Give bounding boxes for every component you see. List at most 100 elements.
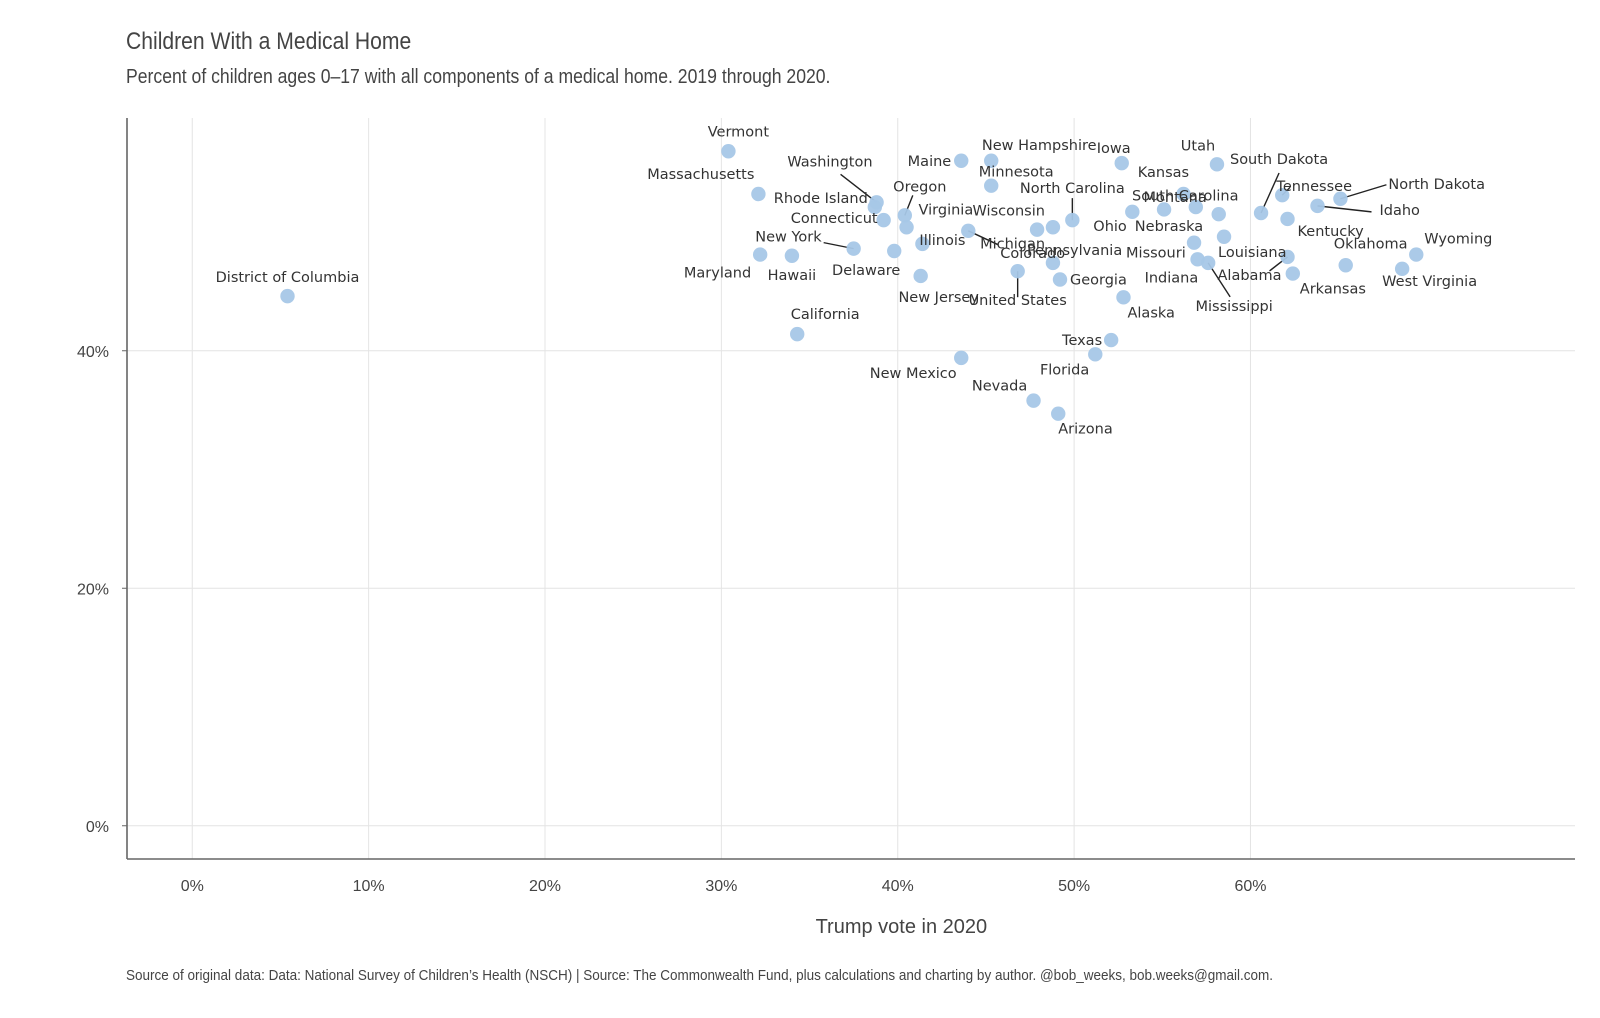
point-new-mexico <box>954 350 969 366</box>
point-nebraska <box>1188 199 1204 215</box>
point-label-washington: Washington <box>787 154 872 170</box>
point-label-colorado: Colorado <box>1000 246 1065 262</box>
point-north-carolina <box>1065 212 1080 228</box>
x-tick-label: 0% <box>181 878 204 895</box>
point-new-jersey <box>913 268 928 284</box>
point-label-wyoming: Wyoming <box>1424 232 1492 248</box>
point-arizona <box>1051 406 1066 421</box>
point-label-maine: Maine <box>908 154 952 170</box>
point-label-oregon: Oregon <box>893 179 946 195</box>
point-label-south-dakota: South Dakota <box>1230 152 1328 168</box>
point-label-connecticut: Connecticut <box>791 211 878 227</box>
point-utah <box>1209 157 1225 172</box>
point-south-carolina <box>1156 202 1172 217</box>
point-label-new-jersey: New Jersey <box>898 290 979 306</box>
x-axis-title: Trump vote in 2020 <box>816 916 988 938</box>
point-louisiana <box>1216 229 1232 244</box>
point-label-minnesota: Minnesota <box>979 165 1054 181</box>
point-label-massachusetts: Massachusetts <box>647 167 754 183</box>
point-illinois <box>915 236 930 252</box>
point-alabama <box>1280 249 1295 265</box>
point-label-wisconsin: Wisconsin <box>973 203 1045 219</box>
point-michigan <box>1029 222 1045 237</box>
x-tick-label: 40% <box>882 878 914 895</box>
point-label-new-york: New York <box>755 230 822 246</box>
y-tick-label: 0% <box>86 819 109 836</box>
point-georgia <box>1052 272 1068 287</box>
point-label-hawaii: Hawaii <box>768 268 817 284</box>
point-label-north-dakota: North Dakota <box>1388 177 1485 193</box>
point-label-nebraska: Nebraska <box>1135 219 1203 235</box>
data-points <box>280 144 1424 421</box>
point-label-ohio: Ohio <box>1093 219 1127 235</box>
point-new-hampshire <box>984 153 999 168</box>
axes: 0% 10% 20% 30% 40% 50% 60% 0% 20% 40% <box>77 118 1575 895</box>
chart-caption: Source of original data: Data: National … <box>126 967 1273 984</box>
point-label-arizona: Arizona <box>1058 422 1112 438</box>
point-label-iowa: Iowa <box>1097 141 1131 157</box>
y-tick-label: 20% <box>77 581 109 598</box>
point-label-missouri: Missouri <box>1126 246 1186 262</box>
point-hawaii <box>784 248 800 263</box>
point-label-united-states: United States <box>969 293 1067 309</box>
point-label-florida: Florida <box>1040 362 1089 378</box>
point-washington <box>869 195 884 210</box>
point-label-delaware: Delaware <box>832 263 900 279</box>
point-united-states <box>1010 263 1025 279</box>
point-label-north-carolina: North Carolina <box>1020 181 1125 197</box>
point-minnesota <box>984 178 999 193</box>
point-label-texas: Texas <box>1061 333 1102 349</box>
leader-line <box>840 173 878 203</box>
point-label-illinois: Illinois <box>919 233 965 249</box>
point-kansas <box>1176 186 1191 202</box>
point-district-of-columbia <box>280 288 295 304</box>
chart-title: Children With a Medical Home <box>126 28 412 55</box>
point-label-indiana: Indiana <box>1145 270 1199 286</box>
point-label-idaho: Idaho <box>1379 203 1420 219</box>
point-label-utah: Utah <box>1181 138 1215 154</box>
point-ohio <box>1125 204 1140 220</box>
leader-line <box>1340 184 1387 200</box>
point-south-dakota <box>1253 205 1269 221</box>
point-label-virginia: Virginia <box>919 202 974 218</box>
point-mississippi <box>1200 255 1216 271</box>
point-montana <box>1211 206 1226 222</box>
point-label-kentucky: Kentucky <box>1298 224 1365 240</box>
point-connecticut <box>876 212 891 228</box>
point-colorado <box>961 223 976 239</box>
point-label-west-virginia: West Virginia <box>1382 274 1477 290</box>
point-label-mississippi: Mississippi <box>1196 299 1273 315</box>
point-label-nevada: Nevada <box>972 379 1027 395</box>
point-new-york <box>846 241 861 256</box>
point-west-virginia <box>1394 261 1410 277</box>
leader-line <box>1260 172 1280 214</box>
point-label-maryland: Maryland <box>684 266 751 282</box>
point-wyoming <box>1409 247 1424 262</box>
point-label-alaska: Alaska <box>1127 305 1174 321</box>
point-north-dakota <box>1333 191 1348 206</box>
x-tick-label: 20% <box>529 878 561 895</box>
point-florida <box>1088 347 1103 362</box>
point-label-arkansas: Arkansas <box>1300 282 1366 298</box>
point-label-south-carolina: South Carolina <box>1132 188 1238 204</box>
point-texas <box>1103 332 1119 348</box>
point-maine <box>954 153 969 168</box>
leader-line <box>1317 205 1372 213</box>
point-maryland <box>752 247 768 262</box>
point-alaska <box>1116 290 1131 305</box>
x-tick-label: 30% <box>705 878 737 895</box>
point-labels: District of Columbia Vermont Massachusetts… <box>216 124 1493 437</box>
point-tennessee <box>1275 187 1290 203</box>
point-vermont <box>721 144 736 159</box>
y-tick-label: 40% <box>77 344 109 361</box>
point-label-rhode-island: Rhode Island <box>774 191 868 207</box>
point-california <box>790 326 805 342</box>
point-missouri <box>1186 235 1202 250</box>
x-tick-label: 50% <box>1058 878 1090 895</box>
point-label-new-hampshire: New Hampshire <box>982 138 1097 154</box>
point-pennsylvania <box>1045 255 1061 271</box>
point-label-oklahoma: Oklahoma <box>1334 236 1408 252</box>
chart-subtitle: Percent of children ages 0–17 with all c… <box>126 66 831 88</box>
point-label-tennessee: Tennessee <box>1275 179 1352 195</box>
